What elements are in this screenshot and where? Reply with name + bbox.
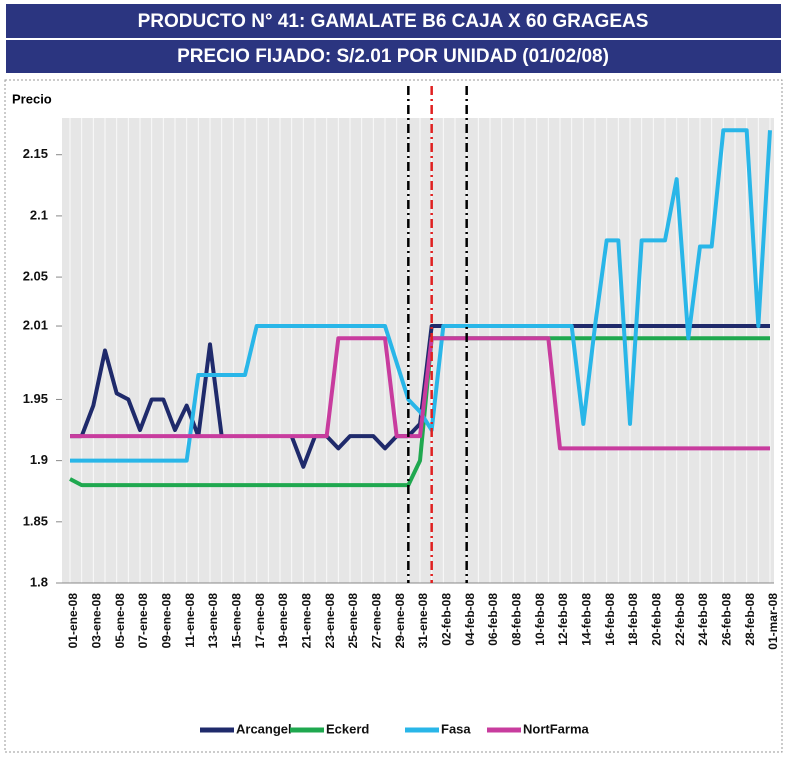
title-banner	[6, 4, 781, 38]
x-tick-label: 28-feb-08	[743, 593, 757, 646]
subtitle-banner	[6, 40, 781, 73]
x-tick-label: 22-feb-08	[673, 593, 687, 646]
legend-label: Eckerd	[326, 721, 369, 736]
x-tick-label: 10-feb-08	[533, 593, 547, 646]
x-tick-label: 12-feb-08	[556, 593, 570, 646]
y-tick-label: 1.95	[23, 391, 48, 406]
x-tick-label: 01-ene-08	[66, 593, 80, 649]
x-tick-label: 04-feb-08	[463, 593, 477, 646]
series-line	[69, 336, 770, 488]
x-tick-label: 20-feb-08	[650, 593, 664, 646]
x-tick-label: 14-feb-08	[580, 593, 594, 646]
y-tick-label: 1.85	[23, 513, 48, 528]
y-tick-label: 2.05	[23, 269, 48, 284]
y-axis-label: Precio	[12, 91, 52, 106]
x-tick-label: 01-mar-08	[766, 593, 780, 650]
y-tick-label: 2.01	[23, 317, 48, 332]
x-tick-label: 26-feb-08	[720, 593, 734, 646]
x-tick-label: 29-ene-08	[393, 593, 407, 649]
x-tick-label: 09-ene-08	[160, 593, 174, 649]
x-tick-label: 05-ene-08	[113, 593, 127, 649]
y-tick-label: 2.1	[30, 207, 48, 222]
x-tick-label: 31-ene-08	[416, 593, 430, 649]
x-tick-label: 15-ene-08	[230, 593, 244, 649]
y-tick-label: 2.15	[23, 146, 48, 161]
series-line	[70, 336, 770, 451]
x-tick-label: 03-ene-08	[90, 593, 104, 649]
legend-label: Arcangel	[236, 721, 292, 736]
series-line	[70, 128, 772, 463]
legend-label: Fasa	[441, 721, 471, 736]
chart-subtitle: PRECIO FIJADO: S/2.01 POR UNIDAD (01/02/…	[177, 46, 609, 67]
x-tick-label: 24-feb-08	[696, 593, 710, 646]
x-tick-label: 17-ene-08	[253, 593, 267, 649]
x-tick-label: 25-ene-08	[346, 593, 360, 649]
y-tick-label: 1.9	[30, 452, 48, 467]
x-tick-label: 02-feb-08	[440, 593, 454, 646]
x-tick-label: 13-ene-08	[206, 593, 220, 649]
legend-label: NortFarma	[523, 721, 590, 736]
x-tick-label: 21-ene-08	[300, 593, 314, 649]
x-tick-label: 06-feb-08	[486, 593, 500, 646]
x-tick-label: 16-feb-08	[603, 593, 617, 646]
chart-title: PRODUCTO N° 41: GAMALATE B6 CAJA X 60 GR…	[138, 11, 649, 32]
x-tick-label: 11-ene-08	[183, 593, 197, 648]
chart-frame	[4, 79, 783, 753]
y-tick-label: 1.8	[30, 574, 48, 589]
x-tick-label: 27-ene-08	[370, 593, 384, 649]
plot-area	[62, 118, 774, 583]
x-tick-label: 18-feb-08	[626, 593, 640, 646]
x-tick-label: 19-ene-08	[276, 593, 290, 649]
x-tick-label: 23-ene-08	[323, 593, 337, 649]
x-tick-label: 07-ene-08	[136, 593, 150, 649]
x-tick-label: 08-feb-08	[510, 593, 524, 646]
